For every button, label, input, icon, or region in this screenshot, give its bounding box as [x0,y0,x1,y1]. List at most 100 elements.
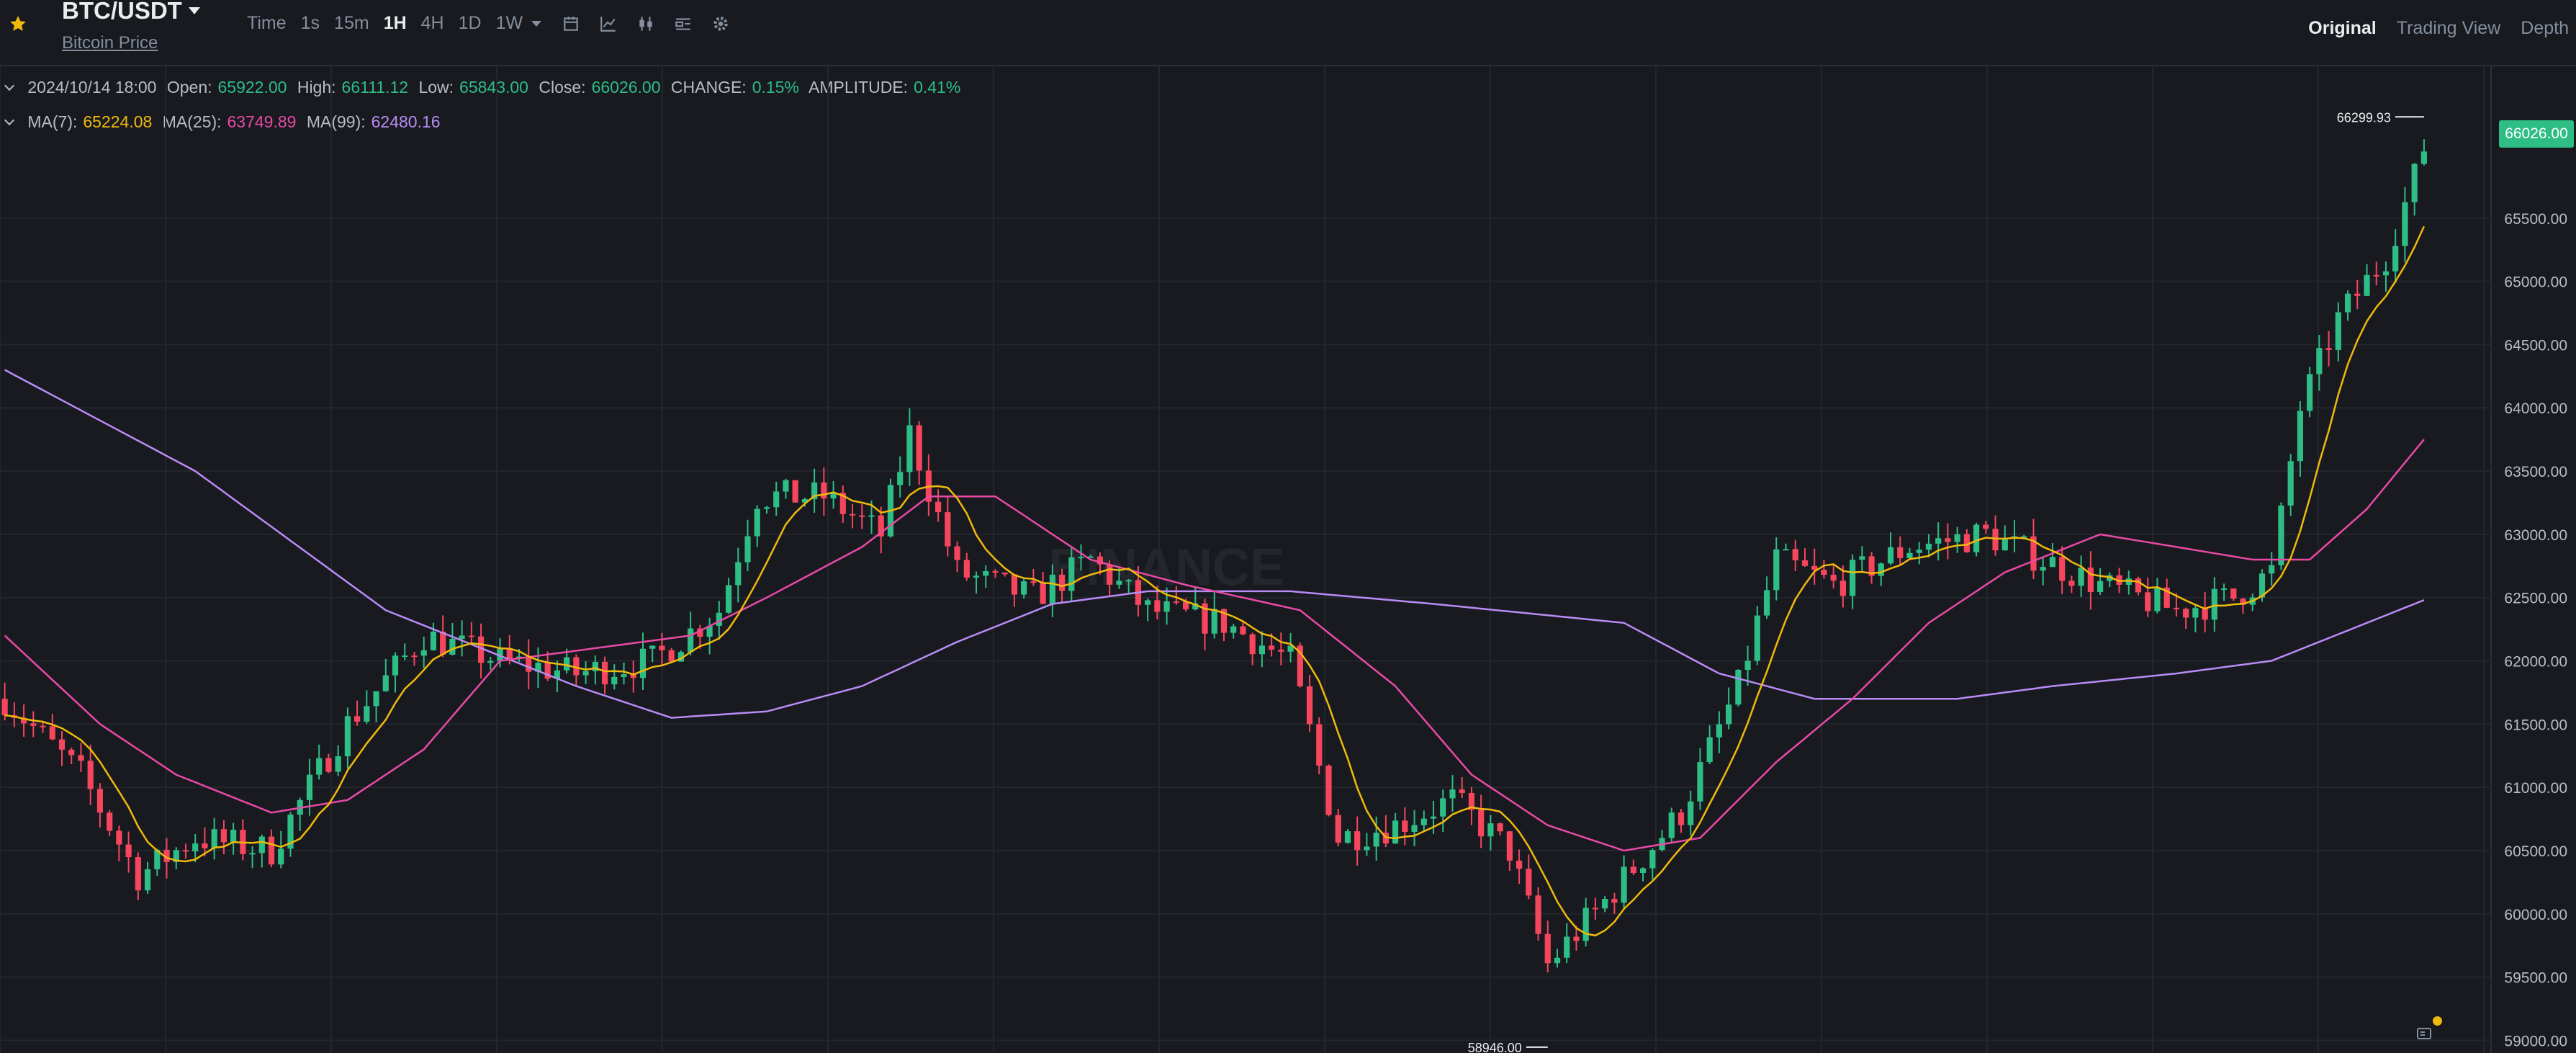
candle-body [1649,850,1656,869]
layout-icon[interactable] [674,14,693,33]
candle-body [78,755,84,761]
low-value: 65843.00 [459,78,528,97]
candle-body [182,850,189,852]
candle-body [306,774,313,800]
candle-body [1544,933,1551,964]
candle-body [1706,737,1713,763]
pair-dropdown-icon[interactable] [189,7,200,14]
ma-info-row: MA(7): 65224.08 MA(25): 63749.89 MA(99): 62… [4,112,446,132]
candle-body [1763,590,1770,616]
tab-trading-view[interactable]: Trading View [2396,18,2501,38]
candle-body [1192,603,1199,610]
candle-body [1182,601,1189,610]
candle-body [220,829,227,843]
y-tick-label: 64000.00 [2504,400,2567,417]
pair-title[interactable]: BTC/USDT [62,0,182,24]
candle-body [1487,823,1494,837]
y-tick-label: 64500.00 [2504,337,2567,354]
candle-body [96,789,104,813]
candle-body [1621,866,1627,903]
candle-body [1783,549,1789,551]
candle-body [2316,348,2323,375]
candle-body [506,648,513,659]
view-tabs: Original Trading View Depth [2308,18,2569,39]
candle-body [1258,645,1265,655]
candle-body [2382,271,2390,276]
candle-body [773,491,780,508]
candle-body [954,546,960,560]
candle-body [230,830,237,843]
settings-icon[interactable] [711,14,730,33]
candle-body [1420,818,1427,825]
amplitude-label: AMPLITUDE: [809,78,909,97]
y-tick-label: 61000.00 [2504,780,2567,797]
candle-body [211,829,217,848]
interval-1w[interactable]: 1W [495,13,523,33]
candle-body [1878,563,1884,576]
candle-body [992,571,999,573]
candle-body [1269,645,1275,650]
favorite-star-icon[interactable] [9,14,27,33]
candle-body [1916,550,1922,553]
interval-dropdown-icon[interactable] [531,20,542,27]
candle-body [2040,567,2046,571]
candle-body [2116,575,2122,585]
candle-body [526,656,532,672]
candle-body [192,843,199,852]
candle-body [1392,820,1399,844]
candle-body [1202,603,1208,634]
candle-body [1497,823,1503,832]
candle-body [1897,547,1904,558]
interval-15m[interactable]: 15m [334,13,369,33]
amplitude-value: 0.41% [914,78,961,97]
candlestick-icon[interactable] [636,14,655,33]
candle-body [1078,557,1084,559]
candle-body [497,648,503,661]
candle-body [2297,411,2304,462]
screenshot-icon[interactable] [2415,1024,2433,1041]
candle-body [868,515,875,517]
tab-depth[interactable]: Depth [2521,18,2569,38]
y-tick-label: 60500.00 [2504,843,2567,860]
candle-body [1697,762,1703,802]
candle-type-icon[interactable] [562,14,580,33]
candle-body [125,844,132,858]
candle-body [325,758,332,772]
candle-body [2135,578,2142,593]
candle-body [1096,556,1104,565]
candle-body [1668,812,1675,838]
candle-body [1402,820,1408,832]
candle-body [916,425,922,471]
candlestick-chart[interactable]: 65500.00 65000.00 64500.00 64000.00 63500.00… [0,66,2576,1053]
candle-body [659,645,665,650]
interval-1h[interactable]: 1H [383,13,407,33]
candle-body [2220,588,2228,591]
indicator-icon[interactable] [599,14,618,33]
candle-body [1811,565,1818,570]
interval-1d[interactable]: 1D [458,13,482,33]
candle-body [1630,866,1636,874]
candle-body [935,501,942,513]
candle-body [973,575,980,578]
candle-body [1868,556,1875,576]
candle-body [1801,560,1809,566]
candle-body [754,508,760,537]
candle-body [1773,549,1780,591]
interval-time[interactable]: Time [247,13,287,33]
candle-body [1163,601,1170,612]
candle-body [268,836,275,865]
interval-4h[interactable]: 4H [420,13,444,33]
interval-1s[interactable]: 1s [300,13,320,33]
candle-body [1792,549,1798,560]
candle-body [1726,704,1732,725]
candle-body [573,657,580,676]
candle-body [744,536,751,563]
candle-body [878,515,884,537]
candle-body [1954,534,1960,542]
candle-body [459,635,465,639]
tab-original[interactable]: Original [2308,18,2377,38]
candle-body [2411,163,2418,202]
price-subtitle-link[interactable]: Bitcoin Price [62,33,158,53]
candle-body [1639,868,1647,874]
candle-body [402,655,408,658]
